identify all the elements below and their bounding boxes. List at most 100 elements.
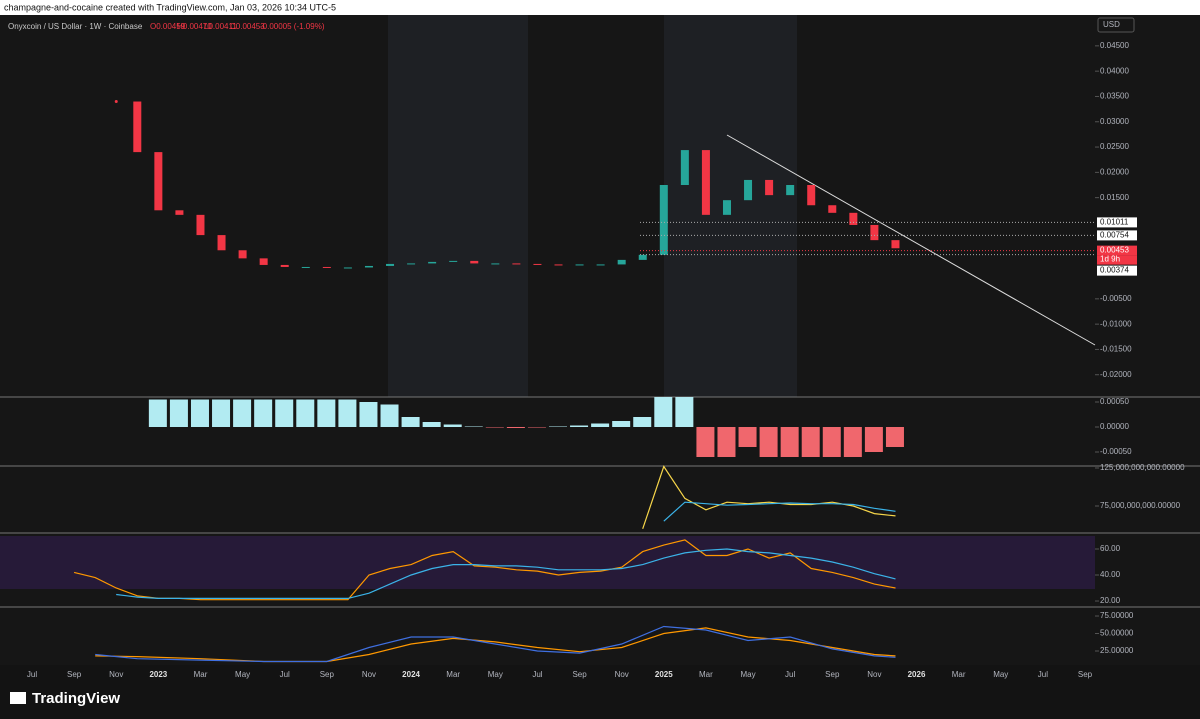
- x-tick-label: Nov: [362, 670, 376, 679]
- price-label: 0.00754: [1100, 231, 1129, 240]
- price-candle: [196, 214, 205, 236]
- histogram-bar: [780, 427, 799, 457]
- y-tick-label: 75,000,000,000.00000: [1100, 501, 1181, 510]
- price-candle: [364, 265, 373, 268]
- histogram-bar: [296, 399, 315, 427]
- price-candle: [786, 185, 795, 196]
- price-candle: [765, 179, 774, 196]
- x-tick-label: Jul: [280, 670, 290, 679]
- price-candle: [512, 263, 521, 265]
- x-tick-label: May: [740, 670, 755, 679]
- y-tick-label: 0.03500: [1100, 92, 1129, 101]
- histogram-bar: [864, 427, 883, 452]
- indicator-line: [642, 465, 896, 529]
- open: O0.00459: [150, 22, 186, 31]
- histogram-bar: [591, 423, 610, 427]
- price-candle: [343, 267, 352, 269]
- indicator-line: [116, 548, 896, 599]
- countdown: 1d 9h: [1100, 255, 1120, 264]
- close: C0.00453: [230, 22, 265, 31]
- indicator-line: [95, 625, 896, 663]
- y-tick-label: 75.00000: [1100, 611, 1134, 620]
- x-tick-label: 2026: [908, 670, 926, 679]
- price-candle: [849, 212, 858, 225]
- author-line: champagne-and-cocaine created with Tradi…: [4, 2, 336, 12]
- header-strip: [0, 0, 1200, 15]
- price-candle: [533, 263, 542, 265]
- y-tick-label: -0.00050: [1100, 447, 1132, 456]
- x-tick-label: Mar: [952, 670, 966, 679]
- histogram-bar: [696, 427, 715, 457]
- price-candle: [701, 150, 710, 215]
- x-tick-label: May: [993, 670, 1008, 679]
- histogram-bar: [654, 397, 673, 427]
- x-tick-label: Sep: [67, 670, 82, 679]
- change: -0.00005 (-1.09%): [260, 22, 325, 31]
- x-tick-label: Mar: [446, 670, 460, 679]
- y-tick-label: -0.01000: [1100, 319, 1132, 328]
- price-label-box: [1097, 230, 1137, 241]
- price-candle: [217, 235, 226, 251]
- histogram-bar: [822, 427, 841, 457]
- y-tick-label: 40.00: [1100, 570, 1121, 579]
- price-candle: [301, 266, 310, 268]
- x-tick-label: 2025: [655, 670, 673, 679]
- price-candle: [659, 185, 668, 255]
- price-candle: [680, 150, 689, 186]
- currency[interactable]: USD: [1103, 20, 1120, 29]
- y-tick-label: 20.00: [1100, 596, 1121, 605]
- histogram-bar: [801, 427, 820, 457]
- y-tick-label: 0.02500: [1100, 142, 1129, 151]
- indicator-line: [73, 539, 896, 601]
- histogram-bar: [549, 426, 567, 427]
- price-label-box: [1097, 245, 1137, 256]
- logo-mark: [10, 692, 26, 704]
- x-tick-label: May: [488, 670, 503, 679]
- price-candle: [133, 101, 142, 153]
- histogram-bar: [422, 422, 441, 427]
- y-tick-label: 0.01500: [1100, 193, 1129, 202]
- histogram-bar: [464, 426, 483, 427]
- x-tick-label: Sep: [825, 670, 840, 679]
- y-tick-label: 60.00: [1100, 544, 1121, 553]
- histogram-bar: [485, 427, 504, 428]
- price-candle: [891, 240, 900, 249]
- brand: TradingView: [32, 690, 120, 707]
- price-candle: [470, 260, 479, 264]
- price-candle: [870, 224, 879, 241]
- price-candle: [259, 258, 268, 265]
- x-tick-label: Nov: [867, 670, 881, 679]
- price-candle: [175, 210, 184, 215]
- histogram-bar: [443, 424, 462, 427]
- histogram-bar: [717, 427, 736, 457]
- price-candle: [828, 205, 837, 213]
- histogram-bar: [254, 399, 273, 427]
- x-tick-label: Jul: [532, 670, 542, 679]
- histogram-bar: [570, 425, 589, 427]
- high: H0.00470: [177, 22, 212, 31]
- y-tick-label: 0.00000: [1100, 422, 1129, 431]
- x-tick-label: Mar: [699, 670, 713, 679]
- price-candle: [575, 264, 584, 266]
- x-tick-label: Jul: [27, 670, 37, 679]
- histogram-bar: [233, 399, 252, 427]
- footer: [0, 665, 1200, 719]
- currency-box[interactable]: [1097, 17, 1135, 33]
- countdown-box: [1097, 255, 1137, 265]
- histogram-bar: [190, 399, 209, 427]
- price-candle: [554, 264, 563, 266]
- y-tick-label: -0.00500: [1100, 294, 1132, 303]
- y-tick-label: -0.02000: [1100, 370, 1132, 379]
- x-tick-label: 2024: [402, 670, 420, 679]
- histogram-bar: [843, 427, 862, 457]
- price-candle: [596, 264, 605, 266]
- x-tick-label: Jul: [785, 670, 795, 679]
- low: L0.00411: [204, 22, 237, 31]
- price-candle: [154, 152, 163, 211]
- price-candle: [280, 264, 289, 267]
- price-candle: [407, 263, 416, 265]
- rsi-band: [0, 536, 1095, 589]
- x-tick-label: Nov: [109, 670, 123, 679]
- histogram-bar: [338, 399, 357, 427]
